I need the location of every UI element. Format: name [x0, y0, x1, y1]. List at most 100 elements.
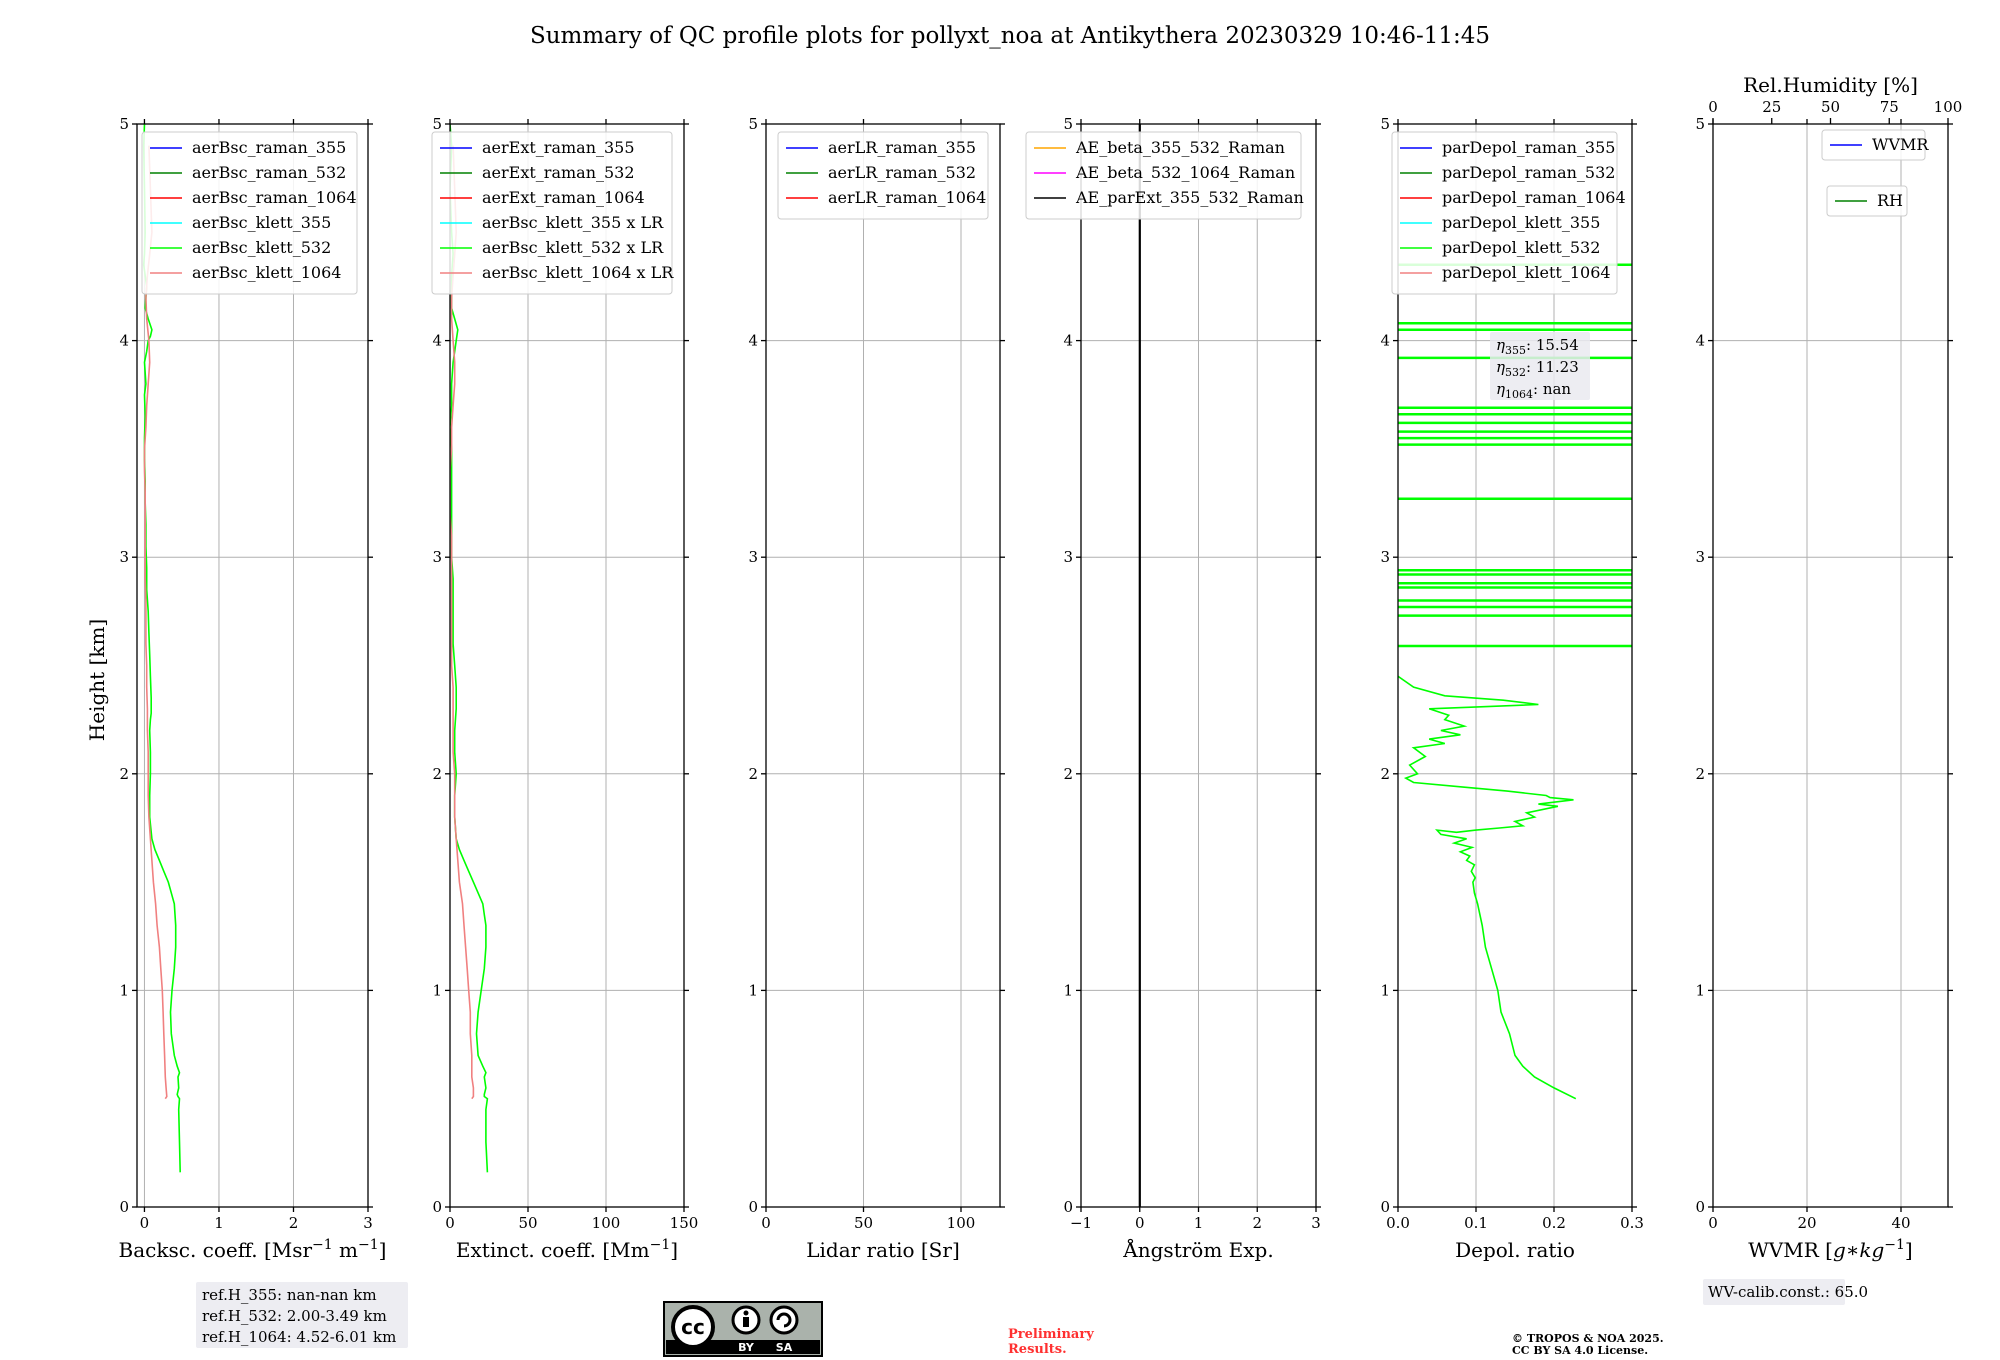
- legend-label: parDepol_raman_532: [1442, 163, 1615, 182]
- x-axis-label: Extinct. coeff. [Mm−1]: [456, 1237, 678, 1262]
- x-tick-label: 0: [140, 1214, 150, 1232]
- y-tick-label: 0: [1063, 1198, 1073, 1216]
- x-tick-label: 0: [445, 1214, 455, 1232]
- svg-text:η355: 15.54: η355: 15.54: [1496, 336, 1579, 357]
- legend-label: RH: [1877, 191, 1903, 210]
- y-tick-label: 5: [432, 115, 442, 133]
- eta-355-value: : 15.54: [1526, 336, 1579, 354]
- y-tick-label: 4: [1380, 332, 1390, 350]
- x-axis-label: WVMR [g∗kg−1]: [1748, 1237, 1912, 1262]
- x-tick-label: −1: [1070, 1214, 1092, 1232]
- axes-frame: [1712, 123, 1949, 1208]
- legend: parDepol_raman_355 parDepol_raman_532 parD…: [1391, 131, 1626, 295]
- x-tick-label: 3: [363, 1214, 373, 1232]
- eta-1064-symbol: η: [1496, 380, 1505, 398]
- y-tick-label: 0: [432, 1198, 442, 1216]
- y-tick-label: 5: [119, 115, 129, 133]
- legend: AE_beta_355_532_Raman AE_beta_532_1064_Ra…: [1025, 131, 1304, 220]
- y-tick-label: 2: [1695, 765, 1705, 783]
- legend-label: AE_parExt_355_532_Raman: [1075, 188, 1304, 207]
- y-tick-label: 2: [1380, 765, 1390, 783]
- legend: aerLR_raman_355 aerLR_raman_532 aerLR_rama…: [777, 131, 989, 220]
- panel-dep: 0.0 0.1 0.2 0.3 0 1 2 3 4 5 Depol. ratio parDepol_r…: [1380, 115, 1643, 1262]
- y-tick-label: 0: [1380, 1198, 1390, 1216]
- y-tick-label: 2: [432, 765, 442, 783]
- legend-label: aerBsc_klett_355: [192, 213, 331, 232]
- eta-532-sub: 532: [1505, 366, 1526, 379]
- x-tick-label: 100: [947, 1214, 976, 1232]
- series-aerBsc_klett_532: [142, 124, 181, 1173]
- x-axis-label: Backsc. coeff. [Msr−1 m−1]: [119, 1237, 387, 1262]
- panel-ext: 0 50 100 150 0 1 2 3 4 5 Extinct. coeff. [Mm−1] aer…: [431, 115, 698, 1262]
- eta-355-symbol: η: [1496, 336, 1505, 354]
- x-tick-label: 2: [289, 1214, 299, 1232]
- x-tick-label: 3: [1311, 1214, 1321, 1232]
- cc-sa-label: SA: [776, 1341, 793, 1354]
- eta-532-symbol: η: [1496, 358, 1505, 376]
- y-tick-label: 4: [1063, 332, 1073, 350]
- eta-1064-value: : nan: [1533, 380, 1571, 398]
- y-tick-label: 5: [1380, 115, 1390, 133]
- license-text: CC BY SA 4.0 License.: [1512, 1344, 1648, 1357]
- legend-frame: [1025, 131, 1302, 220]
- top-x-tick-label: 0: [1708, 98, 1718, 116]
- legend-label: parDepol_klett_1064: [1442, 263, 1611, 282]
- y-tick-label: 1: [432, 981, 442, 999]
- x-tick-label: 0.2: [1542, 1214, 1566, 1232]
- x-tick-label: 40: [1891, 1214, 1910, 1232]
- eta-annotation: η355: 15.54 η532: 11.23 η1064: nan: [1490, 332, 1590, 401]
- x-tick-label: 2: [1252, 1214, 1262, 1232]
- wv-calib-box: WV-calib.const.: 65.0: [1703, 1279, 1868, 1305]
- legend-label: parDepol_raman_1064: [1442, 188, 1626, 207]
- cc-license-logo: cc BY SA: [663, 1301, 823, 1357]
- y-tick-label: 2: [748, 765, 758, 783]
- x-tick-label: 1: [214, 1214, 224, 1232]
- y-tick-label: 4: [748, 332, 758, 350]
- legend-label: aerLR_raman_355: [828, 138, 976, 157]
- y-tick-label: 5: [748, 115, 758, 133]
- results-text: Results.: [1008, 1342, 1067, 1357]
- series-aerBsc_klett_532-x-LR: [450, 124, 489, 1173]
- x-tick-label: 50: [854, 1214, 873, 1232]
- series-parDepol_klett_532: [1398, 675, 1577, 1100]
- series-aerBsc_klett_1064-x-LR: [450, 145, 475, 1100]
- legend-label: aerBsc_klett_355 x LR: [482, 213, 664, 232]
- x-tick-label: 0.3: [1620, 1214, 1644, 1232]
- legend-label: aerBsc_raman_1064: [192, 188, 357, 207]
- legend-label: aerBsc_klett_1064: [192, 263, 341, 282]
- series-aerBsc_klett_1064: [143, 145, 168, 1100]
- legend: RH: [1826, 185, 1908, 217]
- x-axis-label: Lidar ratio [Sr]: [806, 1238, 960, 1262]
- copyright-note: © TROPOS & NOA 2025. CC BY SA 4.0 Licens…: [1512, 1332, 1664, 1357]
- top-x-tick-label: 100: [1934, 98, 1963, 116]
- y-tick-label: 5: [1063, 115, 1073, 133]
- x-tick-label: 100: [592, 1214, 621, 1232]
- top-x-tick-label: 50: [1821, 98, 1840, 116]
- legend-frame: [1821, 129, 1926, 161]
- legend-label: WVMR: [1872, 135, 1929, 154]
- cc-by-label: BY: [738, 1341, 755, 1354]
- x-axis-label: Depol. ratio: [1455, 1238, 1575, 1262]
- x-tick-label: 0: [761, 1214, 771, 1232]
- eta-355-sub: 355: [1505, 344, 1526, 357]
- y-tick-label: 4: [119, 332, 129, 350]
- y-tick-label: 3: [748, 548, 758, 566]
- top-x-tick-label: 25: [1762, 98, 1781, 116]
- x-axis-label: Ångström Exp.: [1122, 1237, 1273, 1262]
- x-tick-label: 50: [518, 1214, 537, 1232]
- legend: WVMR: [1821, 129, 1929, 161]
- y-tick-label: 0: [1695, 1198, 1705, 1216]
- svg-text:η532: 11.23: η532: 11.23: [1496, 358, 1579, 379]
- legend-label: aerLR_raman_1064: [828, 188, 986, 207]
- y-tick-label: 2: [1063, 765, 1073, 783]
- eta-532-value: : 11.23: [1526, 358, 1579, 376]
- y-tick-label: 3: [119, 548, 129, 566]
- y-tick-label: 3: [432, 548, 442, 566]
- preliminary-text: Preliminary: [1008, 1327, 1094, 1342]
- x-tick-label: 0.0: [1386, 1214, 1410, 1232]
- y-tick-label: 2: [119, 765, 129, 783]
- y-tick-label: 1: [1695, 981, 1705, 999]
- panels: 0 1 2 3 0 1 2 3 4 5 Backsc. coeff. [Msr−1 m−1] aerB…: [119, 73, 1963, 1262]
